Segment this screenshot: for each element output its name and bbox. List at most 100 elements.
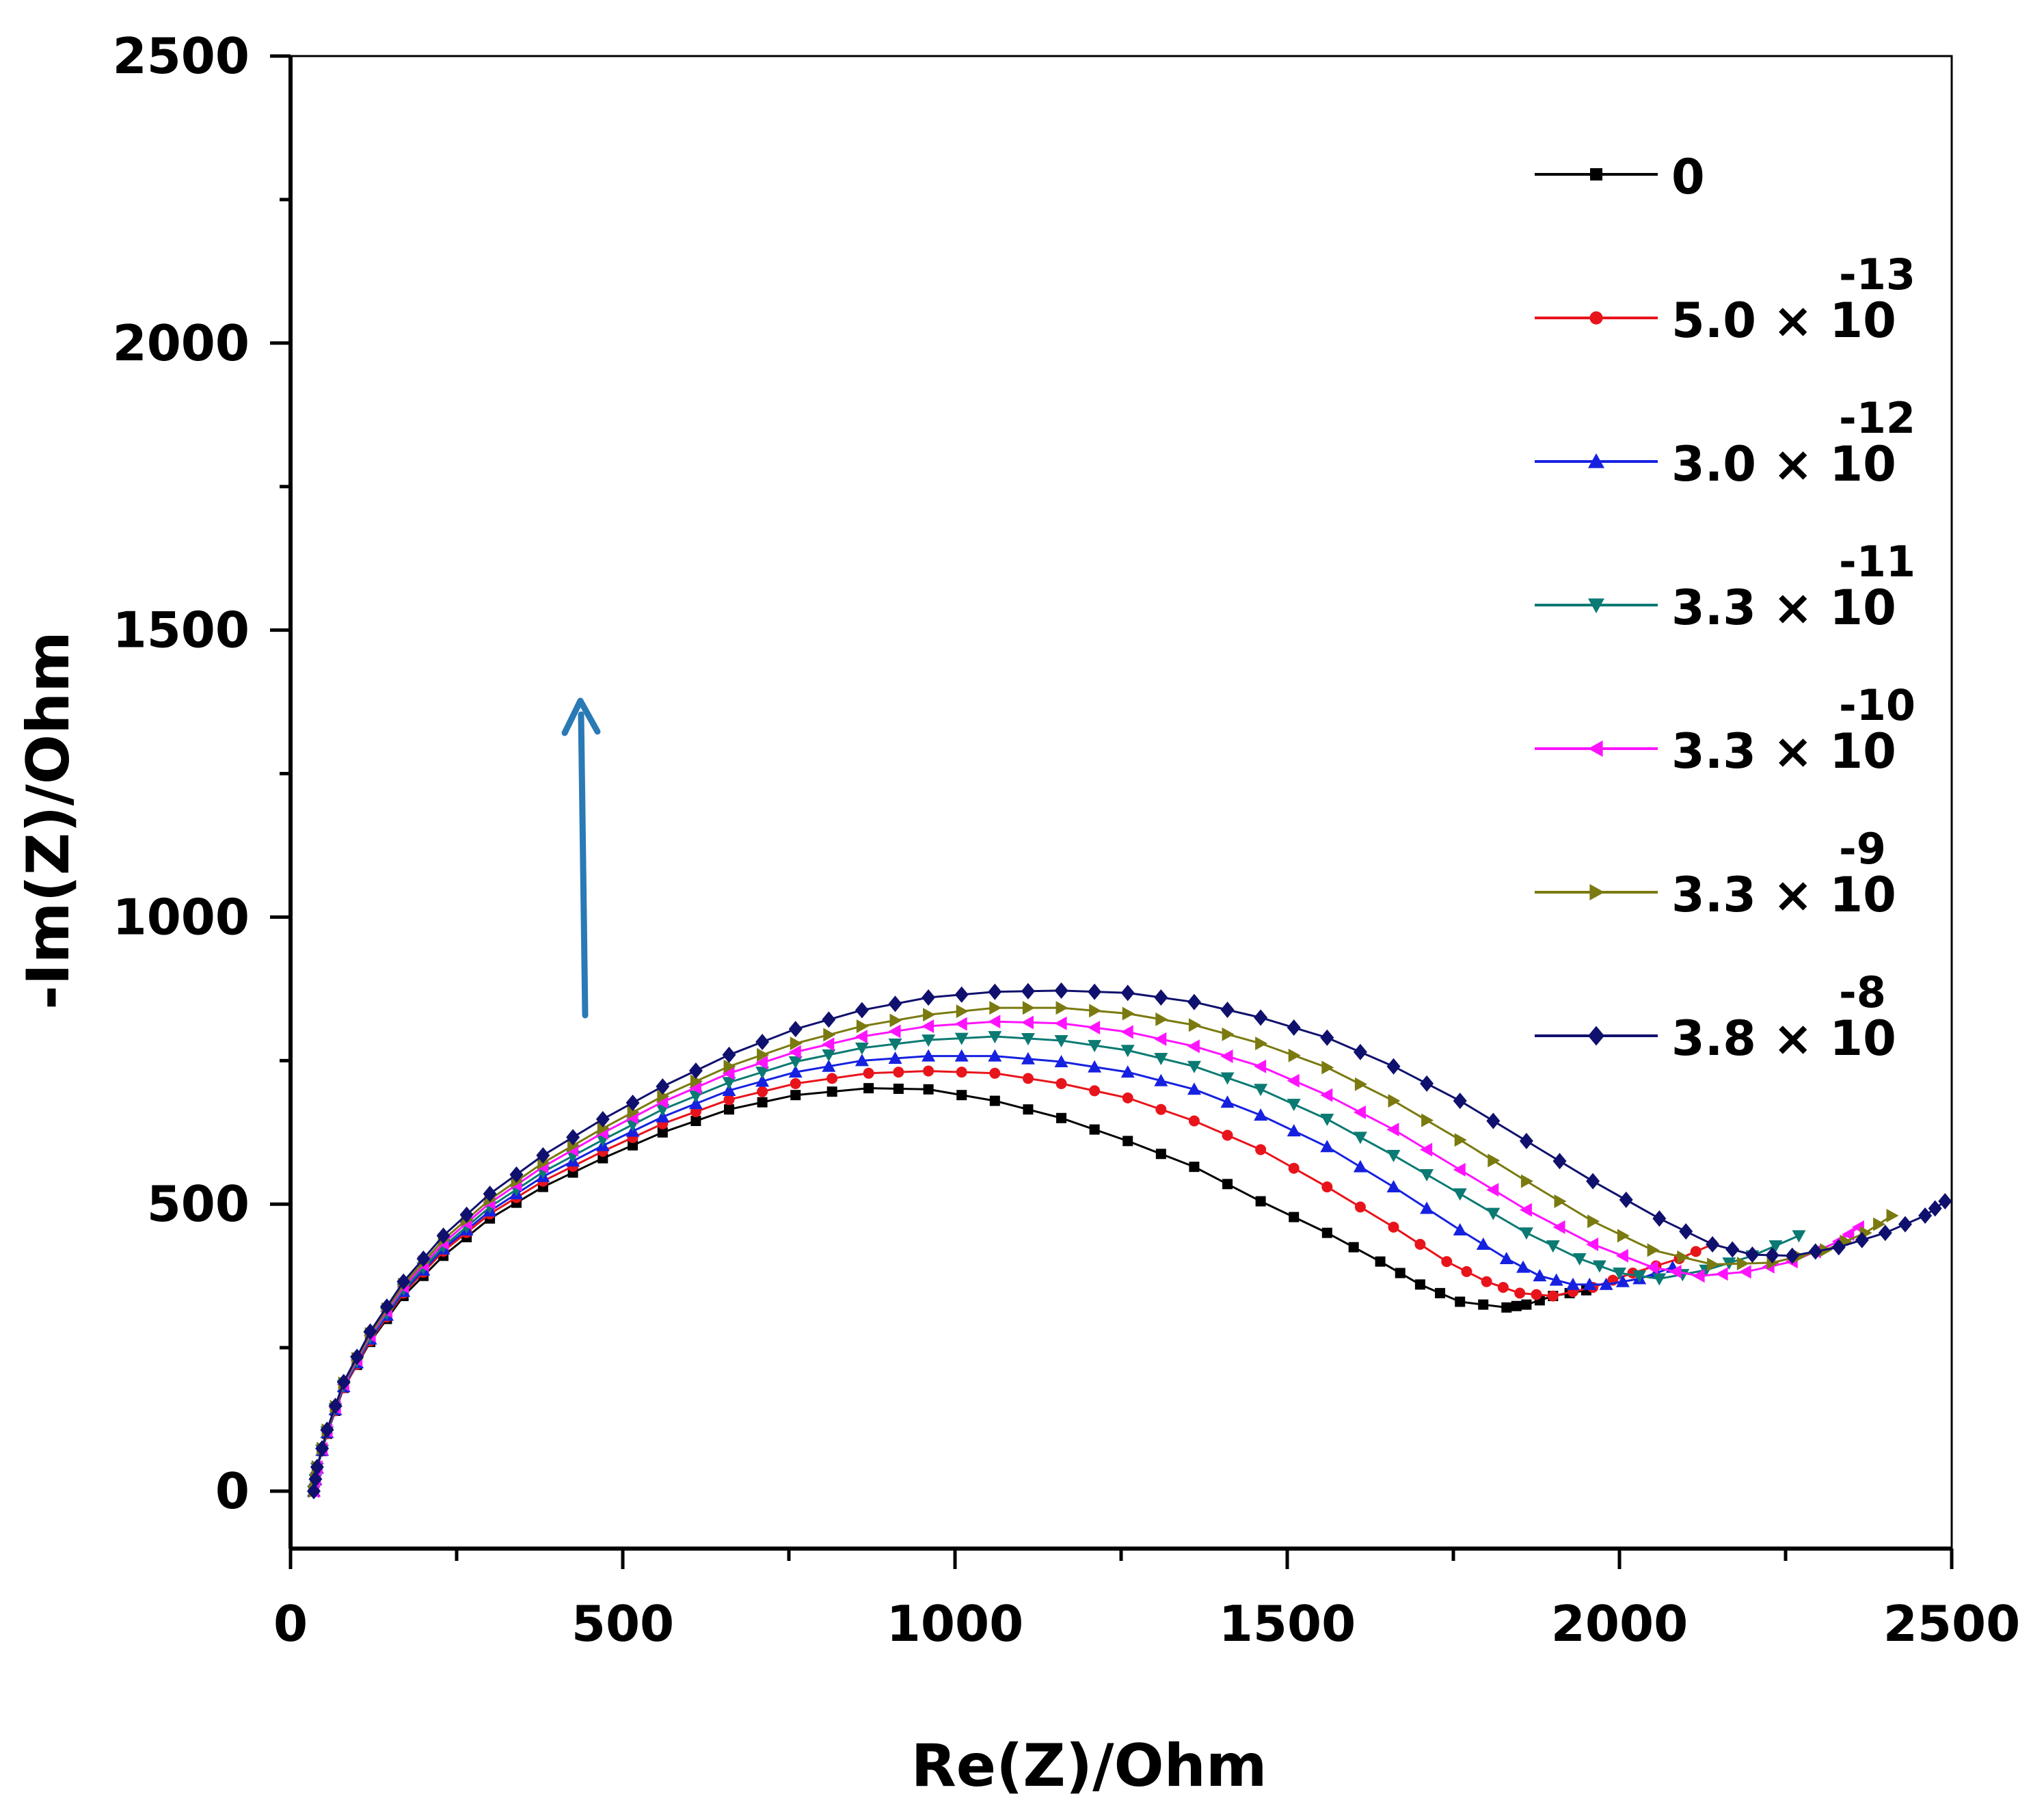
data-point [1461, 1266, 1472, 1277]
data-point [1677, 1250, 1690, 1264]
series-line [312, 1087, 1587, 1492]
legend-label-base: 3.3 × 10 [1671, 867, 1896, 923]
data-point [1189, 1162, 1200, 1173]
data-point [1645, 1260, 1658, 1274]
data-point [1453, 1223, 1467, 1236]
data-point [1715, 1267, 1728, 1281]
data-point [893, 1067, 904, 1078]
data-point [722, 1077, 736, 1090]
data-point [1287, 1099, 1301, 1112]
x-axis-label: Re(Z)/Ohm [911, 1732, 1267, 1800]
data-point [1320, 1113, 1334, 1126]
data-point [1669, 1264, 1682, 1279]
data-point [1155, 1103, 1167, 1115]
data-point [1120, 1045, 1135, 1058]
data-point [1886, 1209, 1899, 1223]
data-point [722, 1066, 735, 1080]
legend-label-base: 3.3 × 10 [1671, 580, 1896, 636]
data-point [1287, 1073, 1300, 1088]
data-point [863, 1083, 874, 1094]
data-point [855, 1054, 869, 1067]
data-point [1546, 1240, 1560, 1253]
data-point [888, 1038, 902, 1051]
data-point [688, 1080, 701, 1095]
data-point [888, 1051, 902, 1064]
data-point [1842, 1227, 1855, 1242]
legend-item-1: 5.0 × 10-13 [1535, 250, 1915, 349]
data-point [1222, 1129, 1233, 1141]
data-point [1486, 1183, 1499, 1197]
data-point [1632, 1270, 1647, 1283]
series-3 [307, 1031, 1806, 1499]
data-point [855, 1030, 867, 1044]
data-point [1088, 983, 1102, 1000]
data-point [509, 1166, 524, 1183]
legend-item-2: 3.0 × 10-12 [1535, 393, 1915, 492]
data-point [1615, 1248, 1628, 1263]
data-point [1414, 1279, 1425, 1290]
y-tick-label: 0 [215, 1462, 250, 1520]
data-point [1768, 1240, 1783, 1253]
data-point [922, 1034, 936, 1047]
data-point [315, 1440, 329, 1457]
data-point [893, 1083, 904, 1094]
data-point [755, 1067, 770, 1080]
data-point [757, 1047, 770, 1062]
y-tick-label: 1000 [113, 888, 250, 946]
data-point [822, 1049, 836, 1062]
data-point [788, 1045, 801, 1059]
x-tick-label: 0 [273, 1595, 308, 1652]
data-point [1647, 1243, 1660, 1257]
series-line [312, 1069, 1713, 1492]
data-point [308, 1471, 323, 1488]
data-point [1552, 1220, 1565, 1234]
data-point [989, 1095, 1000, 1106]
data-point [626, 1095, 640, 1112]
data-point [1320, 1088, 1333, 1102]
data-point [328, 1397, 342, 1415]
data-point [755, 1034, 770, 1051]
data-point [1478, 1299, 1489, 1310]
plot-frame [289, 55, 1953, 1550]
data-point [923, 1084, 934, 1095]
data-point [1187, 1039, 1200, 1054]
series-line [312, 1035, 1800, 1492]
data-point [1547, 1290, 1559, 1302]
data-point [954, 986, 969, 1003]
data-point [320, 1421, 334, 1438]
legend-marker [1588, 453, 1604, 468]
data-point [1089, 1004, 1102, 1018]
data-point [336, 1374, 351, 1391]
data-point [954, 1049, 969, 1062]
data-point [1918, 1207, 1933, 1225]
data-point [1289, 1212, 1300, 1222]
data-point [597, 1121, 610, 1136]
data-point [822, 1037, 835, 1052]
series-0 [308, 1083, 1591, 1497]
data-point [1531, 1289, 1542, 1300]
data-point [1454, 1133, 1467, 1147]
data-point [1021, 1052, 1035, 1065]
data-point [1287, 1019, 1301, 1036]
data-point [1878, 1225, 1892, 1242]
x-tick-label: 500 [571, 1595, 674, 1652]
legend-marker [1588, 598, 1604, 613]
data-point [1928, 1200, 1942, 1217]
data-point [1386, 1149, 1401, 1162]
data-point [757, 1097, 768, 1108]
data-point [1501, 1302, 1512, 1313]
data-point [656, 1078, 670, 1095]
data-point [822, 1059, 836, 1072]
y-tick-label: 2500 [113, 27, 250, 85]
data-point [1187, 993, 1201, 1011]
data-point [954, 1032, 969, 1045]
data-point [1021, 1033, 1035, 1046]
data-point [823, 1028, 836, 1042]
data-point [790, 1036, 803, 1051]
data-point [1054, 1055, 1068, 1068]
series-5 [308, 1001, 1899, 1499]
data-point [1154, 1032, 1167, 1046]
data-point [483, 1186, 497, 1203]
data-point [1707, 1257, 1720, 1272]
data-point [1587, 1214, 1600, 1229]
